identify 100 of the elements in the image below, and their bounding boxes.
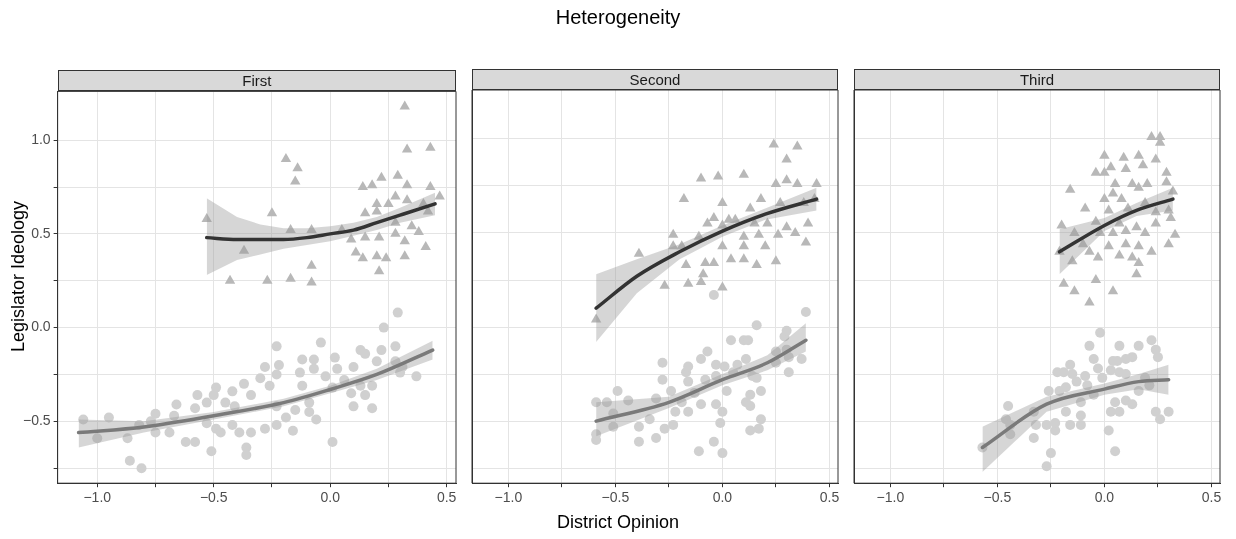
point: [1161, 166, 1172, 176]
point: [755, 193, 767, 203]
point: [1107, 285, 1119, 295]
point: [1137, 159, 1149, 169]
point: [1075, 419, 1086, 430]
point: [399, 235, 410, 245]
point: [1105, 161, 1117, 171]
point: [775, 196, 786, 206]
point: [1060, 406, 1071, 417]
point: [802, 217, 814, 227]
point: [1067, 255, 1078, 265]
point: [725, 253, 737, 263]
point: [1161, 176, 1172, 186]
x-tick-label: −0.5: [983, 489, 1012, 506]
point: [753, 228, 764, 238]
point: [633, 247, 645, 257]
point: [1095, 327, 1106, 338]
point: [1099, 149, 1110, 159]
point: [1084, 340, 1095, 351]
point: [350, 246, 362, 256]
point: [285, 272, 296, 282]
point: [1090, 166, 1102, 176]
point: [392, 169, 403, 179]
point: [811, 178, 822, 188]
point: [1058, 277, 1069, 287]
point: [1169, 228, 1181, 238]
point: [1109, 178, 1121, 188]
x-axis-title: District Opinion: [555, 512, 680, 533]
point: [770, 255, 782, 265]
point: [401, 143, 413, 153]
point: [1127, 352, 1138, 363]
x-tick-label: −0.5: [199, 489, 228, 506]
point: [1110, 446, 1121, 457]
point: [1005, 429, 1016, 440]
point: [359, 231, 371, 241]
point: [708, 257, 720, 267]
point: [659, 279, 670, 289]
point: [1103, 425, 1114, 436]
point: [371, 197, 382, 207]
point: [1131, 221, 1142, 231]
point: [1146, 131, 1157, 141]
y-tick-label: 1.0: [31, 131, 51, 147]
point: [1065, 359, 1076, 370]
point: [678, 193, 690, 203]
point: [1090, 274, 1102, 284]
point: [1041, 419, 1052, 430]
point: [306, 276, 317, 286]
point: [668, 240, 679, 250]
point: [1093, 363, 1103, 374]
point: [792, 178, 803, 188]
point: [1131, 268, 1142, 278]
x-tick-label: 0.5: [819, 489, 840, 506]
y-axis-title: Legislator Ideology: [7, 199, 29, 355]
chart-subtitle: First: [57, 70, 456, 92]
point: [1127, 399, 1138, 410]
point: [751, 258, 762, 268]
point: [1150, 406, 1161, 417]
point: [1080, 370, 1091, 381]
point: [425, 141, 436, 151]
y-tick-label: −0.5: [23, 412, 51, 429]
point: [1150, 206, 1161, 216]
point: [357, 252, 369, 262]
point: [1139, 226, 1151, 236]
point: [1110, 397, 1121, 408]
point: [1064, 183, 1076, 193]
point: [201, 212, 212, 222]
point: [1120, 163, 1132, 173]
point: [1028, 433, 1039, 444]
point: [781, 153, 792, 163]
point: [366, 179, 378, 189]
point: [590, 313, 602, 323]
point: [738, 230, 750, 240]
chart-subtitle: Third: [854, 69, 1220, 90]
point: [738, 253, 750, 263]
point: [401, 179, 413, 189]
point: [1146, 335, 1157, 346]
point: [262, 274, 273, 284]
point: [702, 217, 713, 227]
point: [1077, 238, 1089, 248]
point: [1107, 187, 1119, 197]
point: [376, 171, 387, 181]
point: [357, 181, 369, 191]
y-tick-label: 0.5: [31, 224, 51, 241]
point: [285, 224, 296, 234]
point: [401, 194, 413, 204]
line-series: [76, 348, 435, 435]
x-tick-label: 0.5: [436, 489, 457, 506]
point: [1146, 245, 1157, 255]
x-tick-label: −1.0: [83, 489, 112, 506]
point: [1050, 418, 1061, 428]
point: [1150, 217, 1161, 227]
point: [800, 236, 812, 246]
point: [768, 138, 779, 148]
point: [1041, 461, 1052, 472]
point: [1114, 406, 1125, 417]
point: [390, 190, 401, 200]
point: [380, 252, 392, 262]
point: [1142, 178, 1153, 188]
x-tick-label: 0.0: [1094, 489, 1115, 506]
point: [266, 207, 278, 217]
